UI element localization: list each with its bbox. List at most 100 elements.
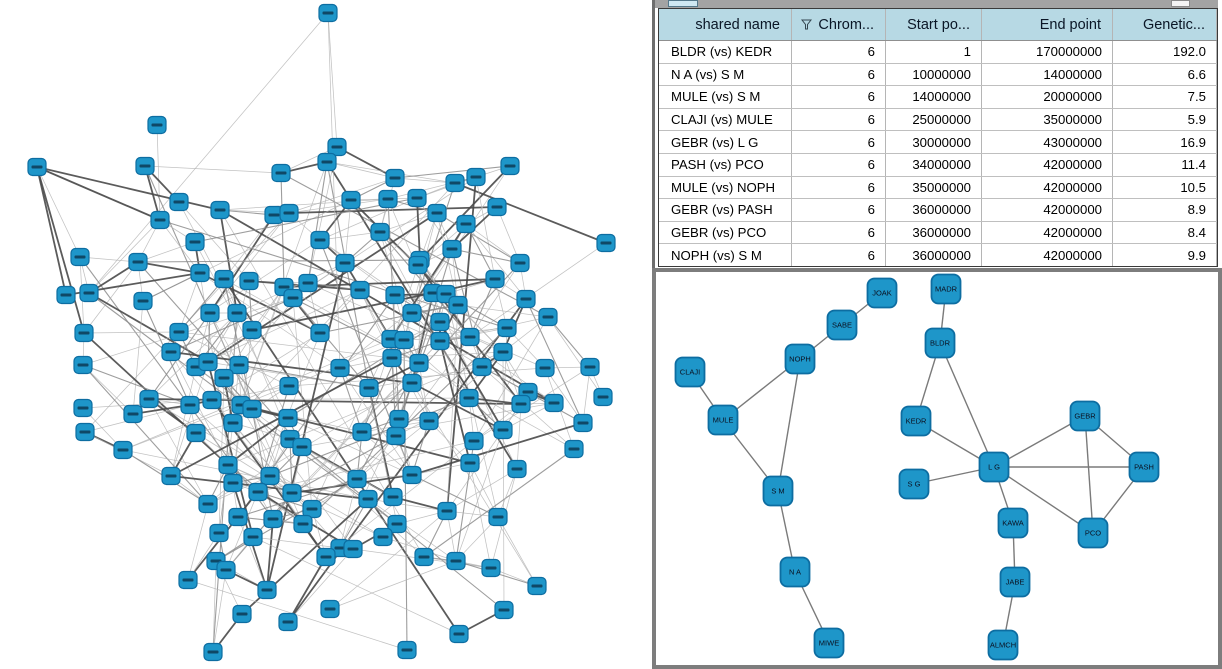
node-almch[interactable]: ALMCH	[987, 629, 1019, 661]
network-node[interactable]	[216, 560, 236, 580]
column-header-3[interactable]: End point	[982, 9, 1113, 40]
network-node[interactable]	[460, 327, 480, 347]
network-node[interactable]	[370, 222, 390, 242]
network-node[interactable]	[180, 395, 200, 415]
network-node[interactable]	[414, 547, 434, 567]
network-node[interactable]	[430, 331, 450, 351]
node-sabe[interactable]: SABE	[826, 309, 858, 341]
network-node[interactable]	[493, 342, 513, 362]
network-node[interactable]	[394, 330, 414, 350]
network-node[interactable]	[527, 576, 547, 596]
node-madr[interactable]: MADR	[930, 273, 962, 305]
network-node[interactable]	[139, 389, 159, 409]
network-node[interactable]	[292, 437, 312, 457]
table-cell[interactable]: 9.9	[1113, 244, 1217, 266]
column-header-0[interactable]: shared name	[659, 9, 792, 40]
subnetwork-edge[interactable]	[1084, 415, 1094, 534]
subnetwork-edge[interactable]	[993, 466, 1094, 534]
network-node[interactable]	[573, 413, 593, 433]
network-node[interactable]	[318, 3, 338, 23]
network-node[interactable]	[228, 507, 248, 527]
network-node[interactable]	[327, 137, 347, 157]
network-node[interactable]	[185, 232, 205, 252]
table-cell[interactable]: GEBR (vs) L G	[659, 131, 792, 153]
table-row[interactable]: BLDR (vs) KEDR 6 1 170000000 192.0	[659, 41, 1217, 64]
table-cell[interactable]: 6	[792, 108, 886, 131]
table-cell[interactable]: 10.5	[1113, 176, 1217, 199]
table-cell[interactable]: 6	[792, 244, 886, 266]
network-node[interactable]	[402, 303, 422, 323]
network-node[interactable]	[437, 501, 457, 521]
table-cell[interactable]: 6	[792, 176, 886, 199]
network-node[interactable]	[260, 466, 280, 486]
network-node[interactable]	[271, 163, 291, 183]
network-node[interactable]	[378, 189, 398, 209]
network-node[interactable]	[74, 323, 94, 343]
network-node[interactable]	[445, 173, 465, 193]
table-cell[interactable]: 42000000	[982, 153, 1113, 176]
network-node[interactable]	[466, 167, 486, 187]
node-miwe[interactable]: MIWE	[813, 627, 845, 659]
table-cell[interactable]: 35000000	[886, 176, 982, 199]
network-node[interactable]	[488, 507, 508, 527]
table-cell[interactable]: 36000000	[886, 221, 982, 244]
network-node[interactable]	[430, 312, 450, 332]
network-node[interactable]	[135, 156, 155, 176]
subnetwork-edge[interactable]	[777, 358, 801, 492]
network-node[interactable]	[223, 413, 243, 433]
network-node[interactable]	[186, 423, 206, 443]
network-node[interactable]	[449, 624, 469, 644]
network-node[interactable]	[210, 200, 230, 220]
network-node[interactable]	[511, 394, 531, 414]
network-node[interactable]	[223, 473, 243, 493]
table-row[interactable]: N A (vs) S M 6 10000000 14000000 6.6	[659, 63, 1217, 87]
filter-icon[interactable]	[801, 19, 813, 30]
network-node[interactable]	[218, 455, 238, 475]
table-cell[interactable]: 14000000	[886, 86, 982, 108]
network-node[interactable]	[147, 115, 167, 135]
network-node[interactable]	[487, 197, 507, 217]
table-cell[interactable]: 8.9	[1113, 199, 1217, 221]
main-network-svg[interactable]	[0, 0, 652, 669]
network-node[interactable]	[507, 459, 527, 479]
network-node[interactable]	[278, 612, 298, 632]
network-node[interactable]	[310, 323, 330, 343]
table-cell[interactable]: 30000000	[886, 131, 982, 153]
network-node[interactable]	[229, 355, 249, 375]
table-cell[interactable]: 20000000	[982, 86, 1113, 108]
table-cell[interactable]: BLDR (vs) KEDR	[659, 41, 792, 63]
table-cell[interactable]: 6.6	[1113, 63, 1217, 86]
table-row[interactable]: PASH (vs) PCO 6 34000000 42000000 11.4	[659, 153, 1217, 177]
network-node[interactable]	[27, 157, 47, 177]
table-cell[interactable]: 36000000	[886, 199, 982, 221]
network-node[interactable]	[544, 393, 564, 413]
network-node[interactable]	[407, 188, 427, 208]
network-node[interactable]	[232, 604, 252, 624]
node-claji[interactable]: CLAJI	[674, 356, 706, 388]
network-node[interactable]	[448, 295, 468, 315]
table-cell[interactable]: 42000000	[982, 176, 1113, 199]
network-node[interactable]	[358, 489, 378, 509]
node-joak[interactable]: JOAK	[866, 277, 898, 309]
table-row[interactable]: MULE (vs) NOPH 6 35000000 42000000 10.5	[659, 176, 1217, 200]
network-node[interactable]	[580, 357, 600, 377]
table-cell[interactable]: 11.4	[1113, 153, 1217, 176]
network-node[interactable]	[485, 269, 505, 289]
network-node[interactable]	[460, 453, 480, 473]
network-node[interactable]	[209, 523, 229, 543]
table-cell[interactable]: 10000000	[886, 63, 982, 86]
network-node[interactable]	[389, 409, 409, 429]
network-node[interactable]	[385, 168, 405, 188]
network-node[interactable]	[317, 152, 337, 172]
network-node[interactable]	[248, 482, 268, 502]
node-pco[interactable]: PCO	[1077, 517, 1109, 549]
network-node[interactable]	[564, 439, 584, 459]
table-cell[interactable]: 5.9	[1113, 108, 1217, 131]
table-cell[interactable]: 6	[792, 86, 886, 108]
network-node[interactable]	[73, 355, 93, 375]
table-cell[interactable]: 6	[792, 221, 886, 244]
network-node[interactable]	[385, 285, 405, 305]
network-node[interactable]	[243, 527, 263, 547]
network-node[interactable]	[75, 422, 95, 442]
network-node[interactable]	[73, 398, 93, 418]
